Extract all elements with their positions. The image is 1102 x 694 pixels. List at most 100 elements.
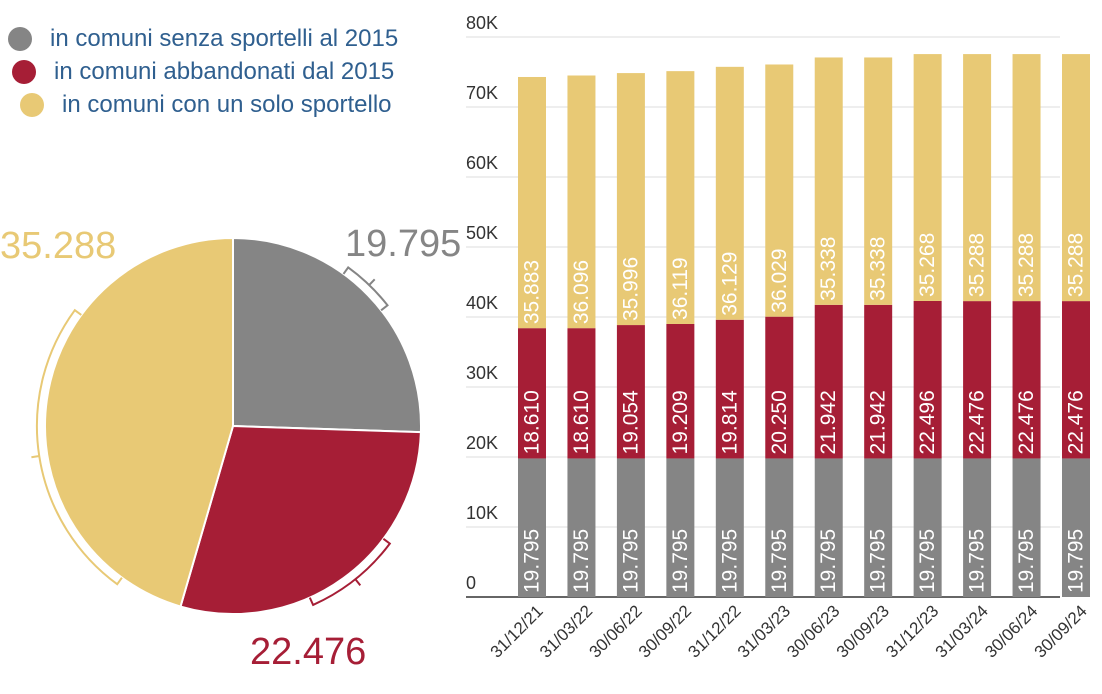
y-tick-label: 60K — [466, 153, 498, 173]
pie-label-senza: 19.795 — [345, 223, 461, 265]
pie-label-abbandonati: 22.476 — [250, 631, 366, 673]
bar-segment-senza — [715, 458, 744, 597]
bar-label-solo: 35.268 — [916, 233, 939, 297]
bar-label-solo: 36.029 — [768, 248, 791, 312]
bar-label-abbandonati: 21.942 — [817, 390, 840, 454]
bar-segment-abbandonati — [963, 301, 992, 459]
bar-segment-senza — [1012, 458, 1041, 597]
x-tick-label: 30/06/22 — [586, 601, 646, 661]
bar-segment-solo — [666, 71, 695, 324]
bar-label-senza: 19.795 — [570, 529, 593, 593]
y-tick-label: 80K — [466, 13, 498, 33]
bar-segment-solo — [518, 76, 546, 329]
bar-label-solo: 35.288 — [1065, 233, 1088, 297]
bar-label-abbandonati: 22.496 — [916, 390, 939, 454]
bar-label-senza: 19.795 — [966, 529, 989, 593]
bar-label-abbandonati: 22.476 — [966, 390, 989, 454]
x-tick-label: 31/03/22 — [536, 601, 596, 661]
bar-segment-solo — [1012, 54, 1041, 302]
y-tick-label: 0 — [466, 573, 476, 593]
legend-label-solo: in comuni con un solo sportello — [62, 90, 392, 118]
pie-slice-abbandonati — [179, 424, 422, 615]
bar-segment-senza — [864, 458, 893, 597]
legend-label-senza: in comuni senza sportelli al 2015 — [50, 24, 399, 52]
pie-slice-solo — [44, 236, 234, 608]
bar-label-senza: 19.795 — [521, 529, 544, 593]
bar-segment-abbandonati — [567, 328, 596, 459]
bar-segment-solo — [1062, 54, 1090, 302]
pie-slice-senza — [232, 236, 422, 434]
bar-segment-abbandonati — [616, 325, 645, 459]
legend-label-abbandonati: in comuni abbandonati dal 2015 — [54, 57, 395, 85]
pie-bracket-solo — [31, 308, 123, 586]
x-tick-label: 30/09/22 — [635, 601, 695, 661]
bar-segment-solo — [864, 57, 893, 305]
pie-bracket-abbandonati — [308, 538, 392, 607]
bar-label-solo: 35.338 — [817, 237, 840, 301]
bar-segment-abbandonati — [864, 304, 893, 459]
bar-segment-solo — [715, 66, 744, 320]
bar-label-abbandonati: 22.476 — [1065, 390, 1088, 454]
bar-label-abbandonati: 18.610 — [521, 390, 544, 454]
bar-segment-senza — [913, 458, 942, 597]
bar-segment-abbandonati — [1012, 301, 1041, 459]
bar-segment-senza — [567, 458, 596, 597]
legend-item-solo: in comuni con un solo sportello — [8, 88, 398, 121]
bar-segment-abbandonati — [913, 300, 942, 459]
x-tick-label: 31/12/23 — [882, 601, 942, 661]
y-tick-label: 10K — [466, 503, 498, 523]
x-tick-label: 31/03/23 — [734, 601, 794, 661]
bar-segment-abbandonati — [765, 316, 794, 459]
bar-label-abbandonati: 19.209 — [669, 390, 692, 454]
bar-segment-senza — [616, 458, 645, 597]
bar-label-solo: 36.119 — [669, 257, 692, 320]
y-tick-label: 20K — [466, 433, 498, 453]
bar-segment-solo — [814, 57, 843, 305]
bar-segment-solo — [913, 54, 942, 301]
bar-segment-abbandonati — [715, 319, 744, 459]
bar-segment-senza — [963, 458, 992, 597]
bar-label-senza: 19.795 — [718, 529, 741, 593]
bar-label-abbandonati: 21.942 — [867, 390, 890, 454]
pie-bracket-senza — [342, 266, 389, 312]
bar-label-abbandonati: 19.814 — [718, 390, 741, 455]
bar-segment-senza — [518, 458, 546, 597]
bar-segment-solo — [765, 64, 794, 317]
bar-label-abbandonati: 22.476 — [1015, 390, 1038, 454]
bar-label-abbandonati: 19.054 — [619, 390, 642, 455]
legend: in comuni senza sportelli al 2015 in com… — [8, 22, 398, 121]
bar-segment-solo — [963, 54, 992, 302]
bar-segment-abbandonati — [666, 323, 695, 459]
bar-segment-solo — [616, 73, 645, 326]
bar-segment-abbandonati — [518, 328, 546, 459]
bar-label-solo: 35.996 — [619, 257, 642, 321]
bar-segment-senza — [765, 458, 794, 597]
bar-label-senza: 19.795 — [916, 529, 939, 593]
bar-label-solo: 35.883 — [521, 260, 544, 324]
legend-item-abbandonati: in comuni abbandonati dal 2015 — [8, 55, 398, 88]
legend-swatch-solo — [20, 92, 44, 117]
x-tick-label: 30/06/23 — [783, 601, 843, 661]
bar-label-senza: 19.795 — [619, 529, 642, 593]
bar-segment-solo — [567, 75, 596, 329]
y-tick-label: 40K — [466, 293, 498, 313]
bar-label-senza: 19.795 — [1015, 529, 1038, 593]
bar-label-solo: 35.288 — [966, 233, 989, 297]
x-tick-label: 30/09/23 — [833, 601, 893, 661]
bar-label-senza: 19.795 — [768, 529, 791, 593]
bar-label-senza: 19.795 — [817, 529, 840, 593]
bar-segment-senza — [666, 458, 695, 597]
bar-label-senza: 19.795 — [1065, 529, 1088, 593]
legend-swatch-abbandonati — [12, 59, 36, 84]
x-tick-label: 31/12/22 — [684, 601, 744, 661]
bar-segment-abbandonati — [814, 304, 843, 459]
bar-label-solo: 35.338 — [867, 237, 890, 301]
legend-item-senza: in comuni senza sportelli al 2015 — [8, 22, 398, 55]
bar-label-abbandonati: 20.250 — [768, 390, 791, 454]
bar-label-solo: 35.288 — [1015, 233, 1038, 297]
pie-label-solo: 35.288 — [0, 225, 116, 267]
legend-swatch-senza — [8, 26, 32, 51]
bar-label-senza: 19.795 — [867, 529, 890, 593]
bar-segment-abbandonati — [1062, 301, 1090, 459]
